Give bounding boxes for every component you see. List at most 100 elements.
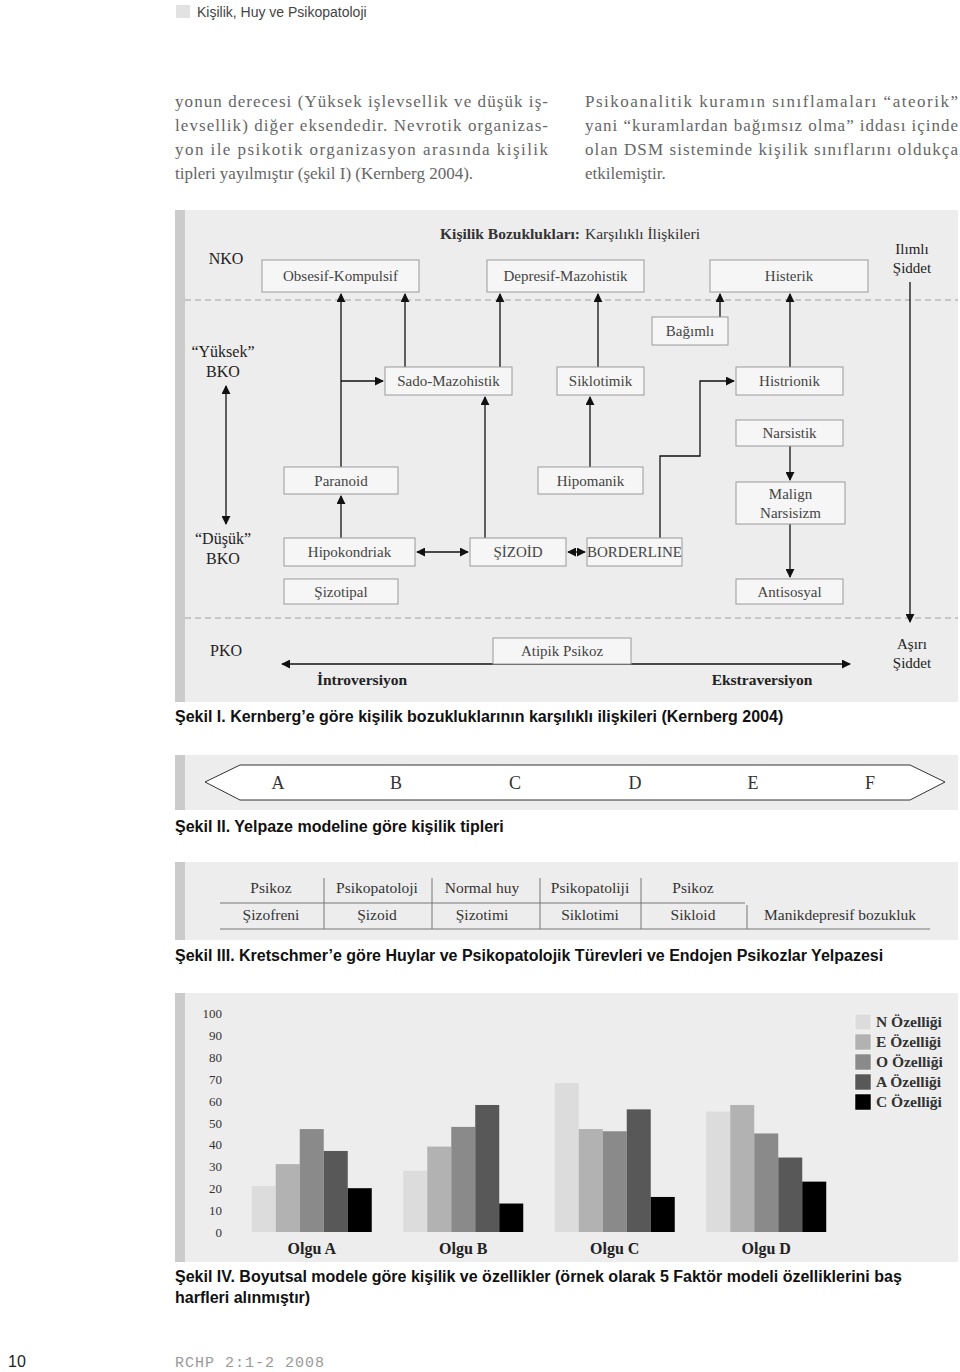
node-label: Narsisizm bbox=[760, 505, 821, 521]
node-label: Hipomanik bbox=[557, 473, 625, 489]
relation-arrow bbox=[909, 282, 910, 622]
bar bbox=[499, 1204, 523, 1232]
node-box bbox=[284, 538, 415, 566]
col-rule bbox=[432, 878, 433, 929]
level-label: BKO bbox=[206, 550, 240, 567]
node-box bbox=[557, 367, 644, 395]
spectrum-cell: Şizoid bbox=[357, 906, 397, 923]
node-label: Hipokondriak bbox=[308, 544, 392, 560]
figure-4-box bbox=[175, 993, 958, 1262]
relation-arrow bbox=[225, 386, 226, 524]
legend-label: N Özelliği bbox=[876, 1013, 943, 1030]
type-label: E bbox=[748, 773, 759, 793]
node-box bbox=[736, 482, 845, 524]
y-tick-label: 60 bbox=[209, 1094, 222, 1109]
bar bbox=[754, 1133, 778, 1232]
bar bbox=[324, 1151, 348, 1232]
col-rule bbox=[324, 878, 325, 929]
bar bbox=[427, 1147, 451, 1232]
relation-arrow bbox=[589, 397, 590, 467]
type-label: B bbox=[390, 773, 402, 793]
figure-4-box-strip bbox=[175, 993, 185, 1262]
relation-arrow bbox=[340, 496, 341, 538]
spectrum-cell: Psikopatoliji bbox=[551, 879, 630, 896]
spectrum-cell: Psikopatoloji bbox=[336, 879, 419, 896]
node-label: BORDERLINE bbox=[587, 544, 682, 560]
node-label: Histrionik bbox=[759, 373, 820, 389]
figure-2-box bbox=[175, 755, 958, 810]
node-label: Siklotimik bbox=[569, 373, 633, 389]
level-divider bbox=[185, 300, 958, 301]
category-label: Olgu C bbox=[590, 1240, 639, 1258]
y-tick-label: 80 bbox=[209, 1050, 222, 1065]
category-label: Olgu D bbox=[742, 1240, 791, 1258]
node-box bbox=[284, 579, 398, 604]
node-box bbox=[493, 638, 631, 664]
relation-arrow bbox=[341, 380, 383, 381]
level-label: PKO bbox=[210, 642, 242, 659]
figure-2-box-strip bbox=[175, 755, 185, 810]
figure-caption: Şekil II. Yelpaze modeline göre kişilik … bbox=[175, 818, 504, 835]
node-label: Atipik Psikoz bbox=[521, 643, 603, 659]
relation-arrow bbox=[568, 551, 585, 552]
body-line: tipleri yayılmıştır (şekil I) (Kernberg … bbox=[175, 164, 473, 183]
legend-swatch bbox=[855, 1034, 871, 1050]
node-label: Histerik bbox=[765, 268, 814, 284]
page-number: 10 bbox=[8, 1353, 26, 1370]
type-label: F bbox=[865, 773, 875, 793]
y-tick-label: 30 bbox=[209, 1159, 222, 1174]
node-box bbox=[487, 260, 644, 292]
body-line: Psikoanalitik kuramın sınıflamaları “ate… bbox=[585, 92, 958, 111]
bar bbox=[627, 1109, 651, 1232]
node-label: Şizotipal bbox=[314, 584, 367, 600]
spectrum-cell: Şizofreni bbox=[243, 906, 301, 923]
col-rule bbox=[540, 878, 541, 929]
y-tick-label: 10 bbox=[209, 1203, 222, 1218]
figure-1-box bbox=[175, 210, 958, 702]
relation-arrow bbox=[660, 381, 734, 538]
level-label: BKO bbox=[206, 363, 240, 380]
bar bbox=[579, 1129, 603, 1232]
figure-1-box-strip bbox=[175, 210, 185, 702]
bar bbox=[555, 1083, 579, 1232]
legend-label: A Özelliği bbox=[876, 1073, 942, 1090]
node-box bbox=[470, 538, 566, 566]
node-box bbox=[262, 260, 419, 292]
bar bbox=[651, 1197, 675, 1232]
y-tick-label: 20 bbox=[209, 1181, 222, 1196]
col-rule bbox=[641, 878, 642, 929]
bar bbox=[403, 1171, 427, 1232]
col-rule bbox=[747, 905, 748, 929]
bar bbox=[300, 1129, 324, 1232]
legend-swatch bbox=[855, 1074, 871, 1090]
node-box bbox=[652, 317, 728, 345]
y-tick-label: 50 bbox=[209, 1116, 222, 1131]
y-tick-label: 90 bbox=[209, 1028, 222, 1043]
figure-caption: Şekil III. Kretschmer’e göre Huylar ve P… bbox=[175, 947, 883, 964]
category-label: Olgu A bbox=[288, 1240, 337, 1258]
bar bbox=[778, 1158, 802, 1232]
node-label: ŞİZOİD bbox=[493, 544, 542, 560]
bar bbox=[252, 1186, 276, 1232]
severity-label: Ilımlı bbox=[895, 241, 928, 257]
row-rule bbox=[220, 903, 745, 904]
bars bbox=[252, 1083, 827, 1232]
bar bbox=[348, 1188, 372, 1232]
title-line: Şekil IV. Boyutsal modele göre kişilik v… bbox=[175, 1268, 902, 1285]
node-label: Malign bbox=[769, 486, 813, 502]
bar bbox=[802, 1182, 826, 1232]
spectrum-cell: Normal huy bbox=[445, 879, 520, 896]
node-box bbox=[710, 260, 868, 292]
axis-label: Ekstraversiyon bbox=[712, 671, 813, 688]
spectrum-cell: Şizotimi bbox=[456, 906, 509, 923]
y-tick-label: 100 bbox=[203, 1006, 223, 1021]
level-label: NKO bbox=[209, 250, 244, 267]
category-label: Olgu B bbox=[439, 1240, 488, 1258]
journal-info: RCHP 2:1-2 2008 bbox=[175, 1355, 325, 1372]
bar bbox=[451, 1127, 475, 1232]
body-line: levsellik) diğer eksendedir. Nevrotik or… bbox=[175, 116, 548, 135]
figure-3-box bbox=[175, 862, 958, 940]
spectrum-cell: Manikdepresif bozukluk bbox=[764, 906, 916, 923]
body-line: etkilemiştir. bbox=[585, 164, 666, 183]
chart-title: Şekil IV. Boyutsal modele göre kişilik v… bbox=[175, 1268, 902, 1306]
